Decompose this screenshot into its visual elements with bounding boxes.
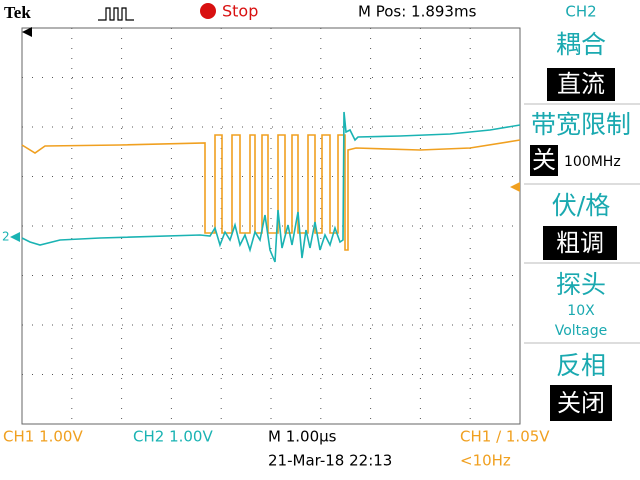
menu-label[interactable]: 探头	[556, 270, 606, 299]
trigger-frequency: <10Hz	[460, 452, 511, 470]
ch1-scale: CH1 1.00V	[3, 428, 83, 446]
graticule-border	[21, 27, 521, 425]
menu-value[interactable]: 10X	[567, 303, 595, 319]
horizontal-position: M Pos: 1.893ms	[358, 3, 477, 21]
ch2-waveform	[21, 111, 521, 263]
menu-value-box[interactable]	[550, 385, 612, 421]
ch2-ground-marker: 2	[2, 230, 10, 244]
menu-extra: Voltage	[555, 323, 608, 339]
ch2-scale: CH2 1.00V	[133, 428, 213, 446]
menu-value[interactable]: 关闭	[557, 389, 605, 417]
menu-value[interactable]: 粗调	[556, 229, 604, 257]
acquisition-icon	[98, 7, 134, 21]
graticule	[22, 28, 520, 424]
date-time: 21-Mar-18 22:13	[268, 452, 392, 470]
trigger-setting: CH1 ∕ 1.05V	[460, 428, 550, 446]
stop-indicator	[200, 3, 216, 19]
timebase: M 1.00µs	[268, 428, 337, 446]
menu-label[interactable]: 带宽限制	[531, 110, 631, 139]
menu-channel: CH2	[565, 3, 596, 21]
menu-label[interactable]: 反相	[556, 351, 606, 380]
menu-value[interactable]: 直流	[557, 70, 605, 98]
menu-label[interactable]: 伏/格	[552, 191, 610, 220]
ch2-ground-arrow	[10, 232, 20, 242]
menu-extra: 100MHz	[564, 154, 621, 170]
trigger-level-marker	[510, 182, 520, 192]
ch1-waveform	[21, 134, 521, 251]
menu-value-box[interactable]	[547, 68, 615, 101]
side-menu: 耦合 直流 带宽限制 关 100MHz 伏/格 粗调 探头 10X Voltag…	[524, 30, 640, 421]
brand: Tek	[4, 3, 31, 22]
menu-label[interactable]: 耦合	[556, 30, 606, 59]
run-status: Stop	[222, 2, 258, 21]
menu-value[interactable]: 关	[532, 146, 556, 174]
menu-value-box[interactable]	[530, 145, 558, 176]
trigger-position-marker	[22, 27, 32, 37]
menu-value-box[interactable]	[543, 226, 617, 260]
